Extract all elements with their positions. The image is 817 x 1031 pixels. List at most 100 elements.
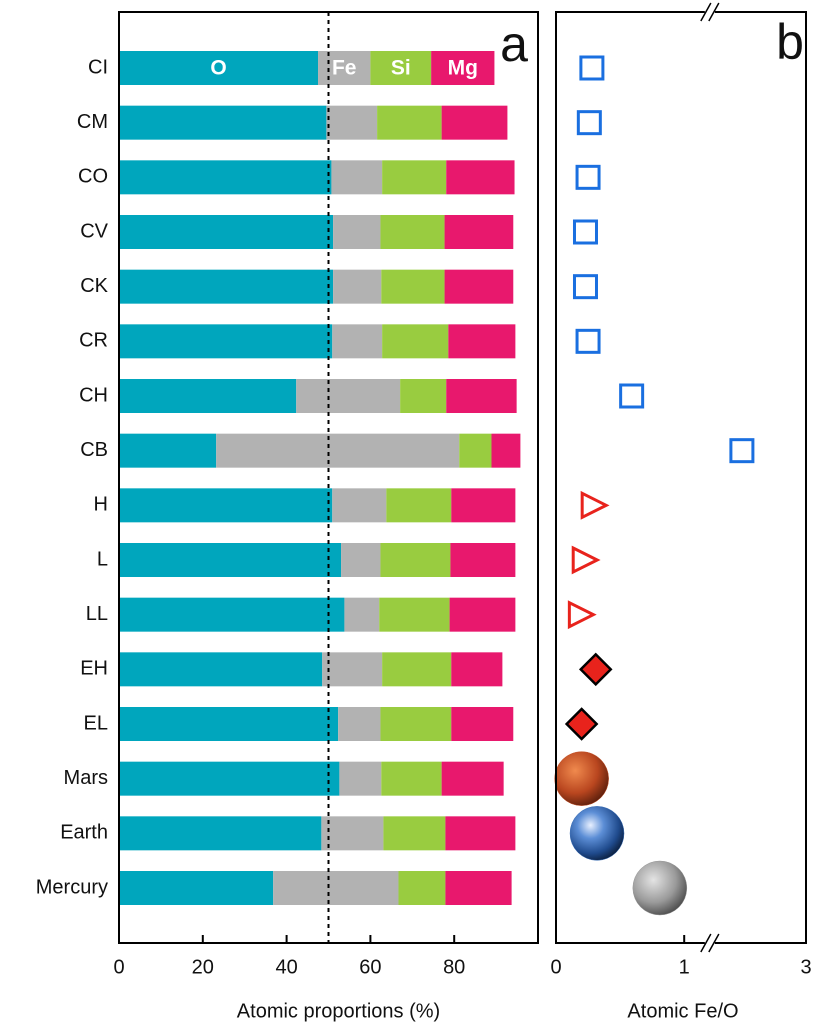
bar-segment [451, 652, 503, 687]
panel-frame [118, 11, 539, 944]
bar-segment [446, 160, 515, 195]
bar-segment [339, 761, 382, 796]
bar-segment [119, 51, 319, 85]
bar-segment [381, 269, 445, 304]
bar-segment [119, 379, 297, 413]
marker-square [619, 383, 645, 409]
bar-segment [459, 433, 492, 468]
bar-segment [119, 160, 332, 195]
category-label: Mercury [36, 876, 108, 898]
x-tick-label: 20 [192, 956, 214, 978]
marker-planet [554, 751, 609, 806]
category-label: H [94, 494, 108, 516]
bar-segment [383, 816, 446, 851]
panel-letter: b [776, 14, 804, 70]
marker-triangle [567, 600, 597, 630]
marker-square [575, 164, 601, 190]
bar-segment [431, 51, 495, 85]
x-tick-label: 60 [359, 956, 381, 978]
x-tick-label: 1 [679, 956, 690, 978]
bar-segment [333, 215, 381, 249]
bar-segment [216, 433, 460, 468]
marker-diamond [564, 707, 599, 741]
bar-segment [332, 488, 387, 523]
marker-triangle [580, 490, 610, 520]
bar-segment [333, 269, 382, 304]
marker-square [572, 274, 598, 300]
x-tick-label: 40 [275, 956, 297, 978]
axis-break [708, 933, 720, 953]
category-label: L [97, 548, 108, 570]
bar-segment [119, 488, 333, 523]
segment-label: Fe [332, 57, 357, 80]
bar-segment [377, 105, 442, 140]
marker-square [579, 55, 605, 81]
bar-segment [450, 543, 516, 577]
axis-break [708, 2, 720, 22]
category-label: LL [86, 603, 108, 625]
category-label: CR [79, 330, 108, 352]
category-label: Earth [60, 822, 108, 844]
bar-segment [322, 652, 383, 687]
marker-planet [632, 860, 688, 916]
bar-segment [491, 433, 521, 468]
category-label: CK [80, 275, 108, 297]
bar-segment [441, 761, 504, 796]
bar-segment [445, 816, 516, 851]
panel-letter: a [500, 16, 528, 72]
panel-frame [555, 11, 807, 944]
bar-segment [119, 215, 334, 249]
bar-segment [448, 324, 516, 359]
bar-segment [119, 707, 339, 741]
bar-segment [344, 597, 380, 632]
axis-break-gap [704, 9, 715, 15]
marker-square [729, 438, 755, 464]
x-axis-label: Atomic Fe/O [627, 1000, 738, 1022]
segment-label: Mg [448, 57, 478, 80]
marker-diamond [578, 652, 613, 687]
axis-break [700, 2, 712, 22]
bar-segment [321, 816, 384, 851]
category-label: CM [77, 111, 108, 133]
bar-segment [382, 160, 447, 195]
category-label: EL [84, 712, 108, 734]
axis-break [700, 933, 712, 953]
bar-segment [451, 707, 514, 741]
bar-segment [119, 433, 217, 468]
category-label: CI [88, 56, 108, 78]
bar-segment [444, 269, 514, 304]
bar-segment [119, 652, 323, 687]
marker-triangle [571, 545, 601, 575]
bar-segment [445, 871, 512, 905]
bar-segment [338, 707, 381, 741]
bar-segment [382, 652, 452, 687]
marker-square [575, 328, 601, 354]
bar-segment [380, 543, 451, 577]
bar-segment [341, 543, 381, 577]
bar-segment [119, 816, 322, 851]
bar-segment [273, 871, 399, 905]
bar-segment [119, 761, 340, 796]
segment-label: Si [391, 57, 411, 80]
bar-segment [119, 324, 333, 359]
category-label: CB [80, 439, 108, 461]
x-axis-label: Atomic proportions (%) [237, 1000, 440, 1022]
bar-segment [119, 105, 327, 140]
marker-planet [569, 806, 625, 861]
bar-segment [318, 51, 371, 85]
category-label: CO [78, 166, 108, 188]
segment-label: O [210, 57, 226, 80]
bar-segment [386, 488, 452, 523]
category-label: CV [80, 220, 108, 242]
bar-segment [382, 324, 449, 359]
x-tick-label: 0 [550, 956, 561, 978]
bar-segment [441, 105, 508, 140]
x-tick-label: 3 [800, 956, 811, 978]
bar-segment [379, 597, 450, 632]
bar-segment [370, 51, 432, 85]
bar-segment [400, 379, 447, 413]
bar-segment [451, 488, 516, 523]
bar-segment [398, 871, 446, 905]
